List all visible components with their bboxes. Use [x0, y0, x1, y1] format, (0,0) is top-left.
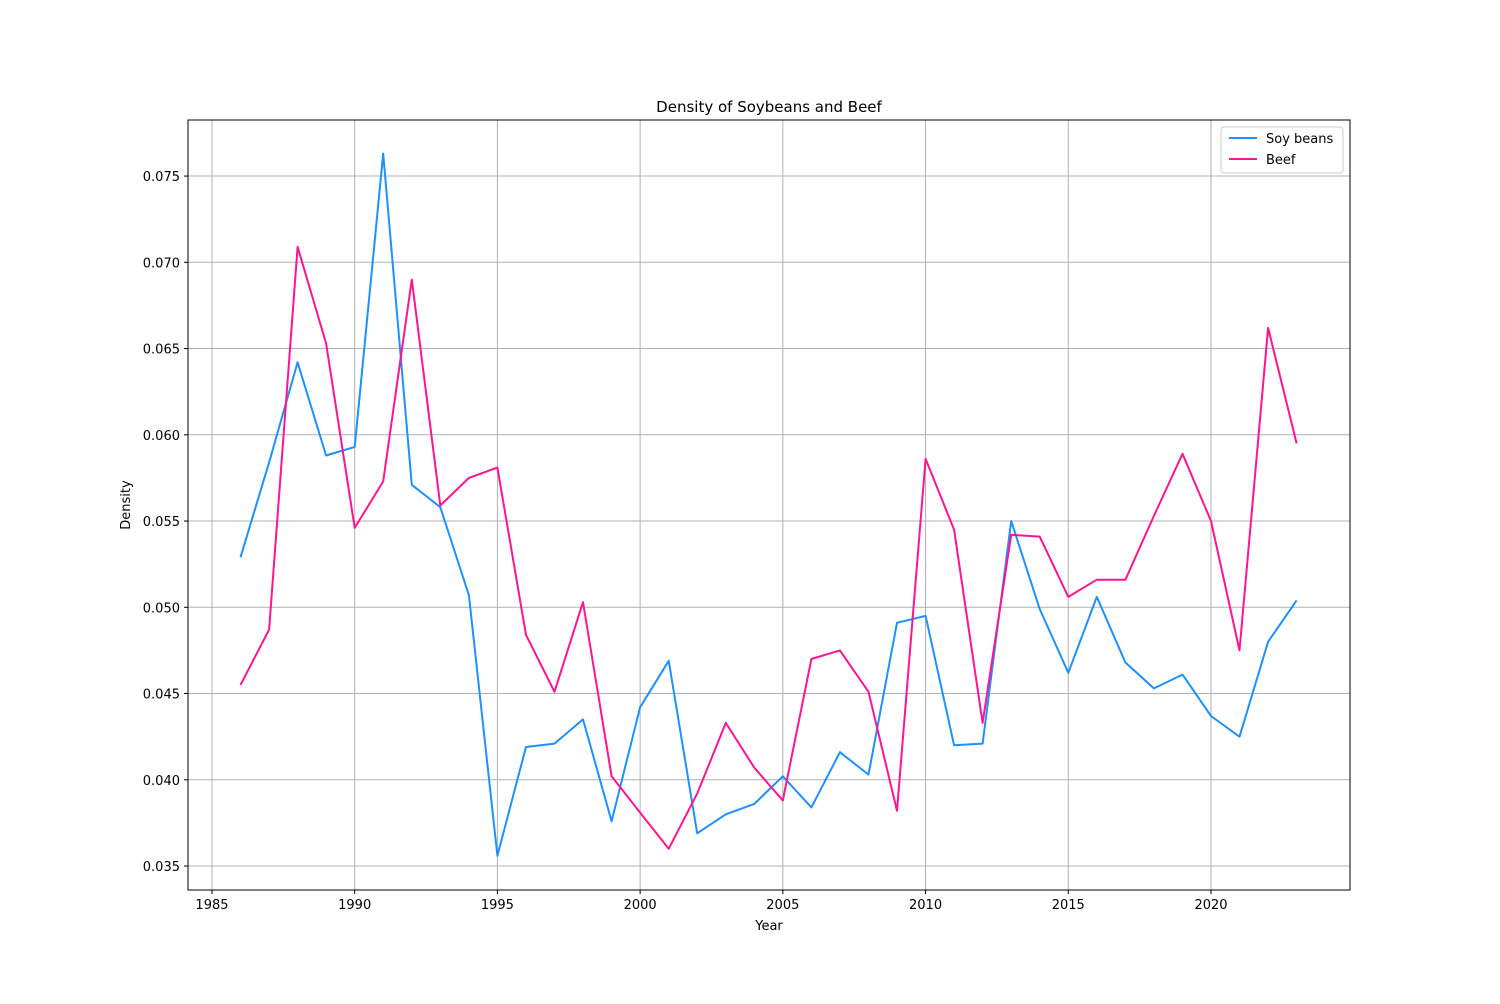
soy-beans-line: [239, 152, 1298, 857]
x-axis-label: Year: [754, 919, 783, 934]
y-tick-label: 0.045: [143, 688, 180, 703]
y-tick-label: 0.055: [143, 515, 180, 530]
y-tick-label: 0.050: [143, 601, 180, 616]
y-tick-label: 0.065: [143, 343, 180, 358]
legend-label-soy: Soy beans: [1266, 132, 1333, 147]
x-tick-label: 2000: [624, 898, 657, 913]
legend: Soy beans Beef: [1220, 126, 1344, 174]
grid: [188, 120, 1350, 890]
x-tick-label: 2010: [909, 898, 942, 913]
chart-title: Density of Soybeans and Beef: [656, 98, 882, 116]
x-tick-label: 2005: [766, 898, 799, 913]
y-tick-label: 0.060: [143, 429, 180, 444]
y-tick-label: 0.075: [143, 170, 180, 185]
y-tick-label: 0.070: [143, 256, 180, 271]
x-tick-label: 1985: [195, 898, 228, 913]
plot-frame: [187, 119, 1351, 891]
y-tick-label: 0.035: [143, 860, 180, 875]
beef-line: [239, 245, 1298, 850]
ticks: 1985 1990 1995 2000 2005 2010 2015 2020 0.035 0.0…: [143, 170, 1228, 913]
x-tick-label: 2020: [1194, 898, 1227, 913]
series-lines: [239, 152, 1298, 857]
x-tick-label: 2015: [1052, 898, 1085, 913]
legend-label-beef: Beef: [1266, 153, 1296, 168]
y-axis-label: Density: [119, 480, 134, 530]
x-tick-label: 1995: [481, 898, 514, 913]
y-tick-label: 0.040: [143, 774, 180, 789]
x-tick-label: 1990: [338, 898, 371, 913]
